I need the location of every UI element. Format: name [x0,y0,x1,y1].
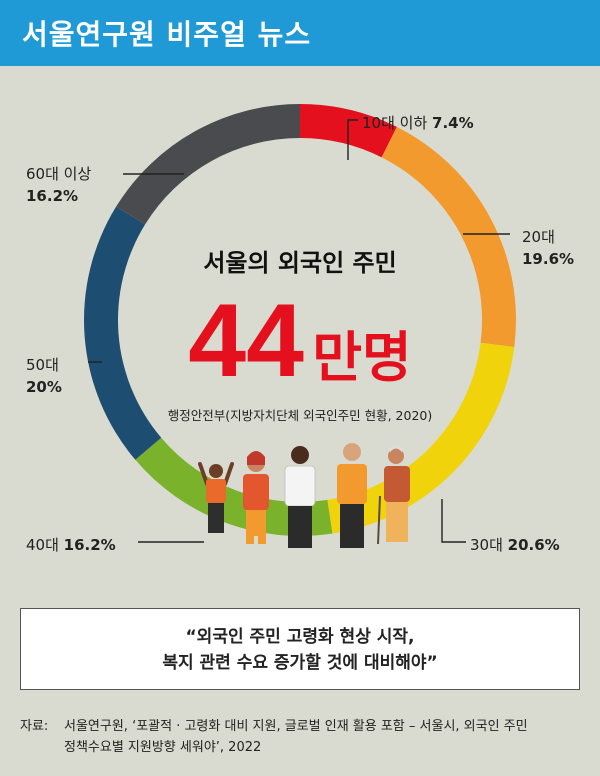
donut-segment-2 [381,126,516,348]
headline-figure: 44 만명 [188,283,412,399]
segment-label-4: 40대 16.2% [26,536,116,554]
segment-category: 30대 [470,536,508,554]
leader-line-3 [441,499,466,543]
header-bar: 서울연구원 비주얼 뉴스 [0,0,600,66]
donut-chart: 10대 이하 7.4% 20대 19.6% 30대 20.6% 40대 16.2% 50대… [26,104,574,554]
donut-ring [83,104,516,536]
segment-labels: 10대 이하 7.4% 20대 19.6% 30대 20.6% 40대 16.2% 50대… [26,114,574,554]
segment-label-3: 30대 20.6% [470,536,560,554]
person-woman-icon [243,451,269,544]
source-label: 자료: [20,719,49,734]
segment-value: 20% [26,378,62,396]
label-leaders [88,119,510,543]
donut-segment-4 [135,437,333,536]
segment-category: 10대 이하 [362,114,432,132]
segment-value: 16.2% [26,187,78,205]
donut-segment-6 [116,104,301,225]
quote-callout: “외국인 주민 고령화 현상 시작, 복지 관련 수요 증가할 것에 대비해야” [20,608,580,690]
person-child-icon [198,462,234,533]
people-illustration [198,443,410,548]
person-elderly-icon [377,445,410,545]
segment-value: 20.6% [508,536,560,554]
quote-line-1: “외국인 주민 고령화 현상 시작, [185,627,415,647]
chart-title: 서울의 외국인 주민 [203,249,396,277]
segment-category: 20대 [522,228,555,246]
person-man-white-icon [284,446,316,548]
segment-label-6: 60대 이상 16.2% [26,165,91,205]
headline-number: 44 [188,283,304,399]
segment-label-1: 10대 이하 7.4% [362,114,474,132]
segment-label-2: 20대 19.6% [522,228,574,268]
segment-category: 40대 [26,536,64,554]
leader-line-1 [347,119,358,160]
donut-segment-5 [83,206,162,460]
header-title: 서울연구원 비주얼 뉴스 [22,18,312,51]
segment-category: 60대 이상 [26,165,91,183]
source-line-1: 서울연구원, ‘포괄적 · 고령화 대비 지원, 글로벌 인재 활용 포함 – … [64,719,528,734]
headline-unit: 만명 [312,326,411,389]
person-man-orange-icon [337,443,367,548]
segment-value: 19.6% [522,250,574,268]
chart-subtitle: 행정안전부(지방자치단체 외국인주민 현황, 2020) [168,408,432,423]
segment-value: 7.4% [432,114,474,132]
source-line-2: 정책수요별 지원방향 세워야’, 2022 [64,740,262,755]
segment-value: 16.2% [64,536,116,554]
segment-label-5: 50대 20% [26,356,62,396]
segment-category: 50대 [26,356,59,374]
quote-line-2: 복지 관련 수요 증가할 것에 대비해야” [162,653,438,673]
